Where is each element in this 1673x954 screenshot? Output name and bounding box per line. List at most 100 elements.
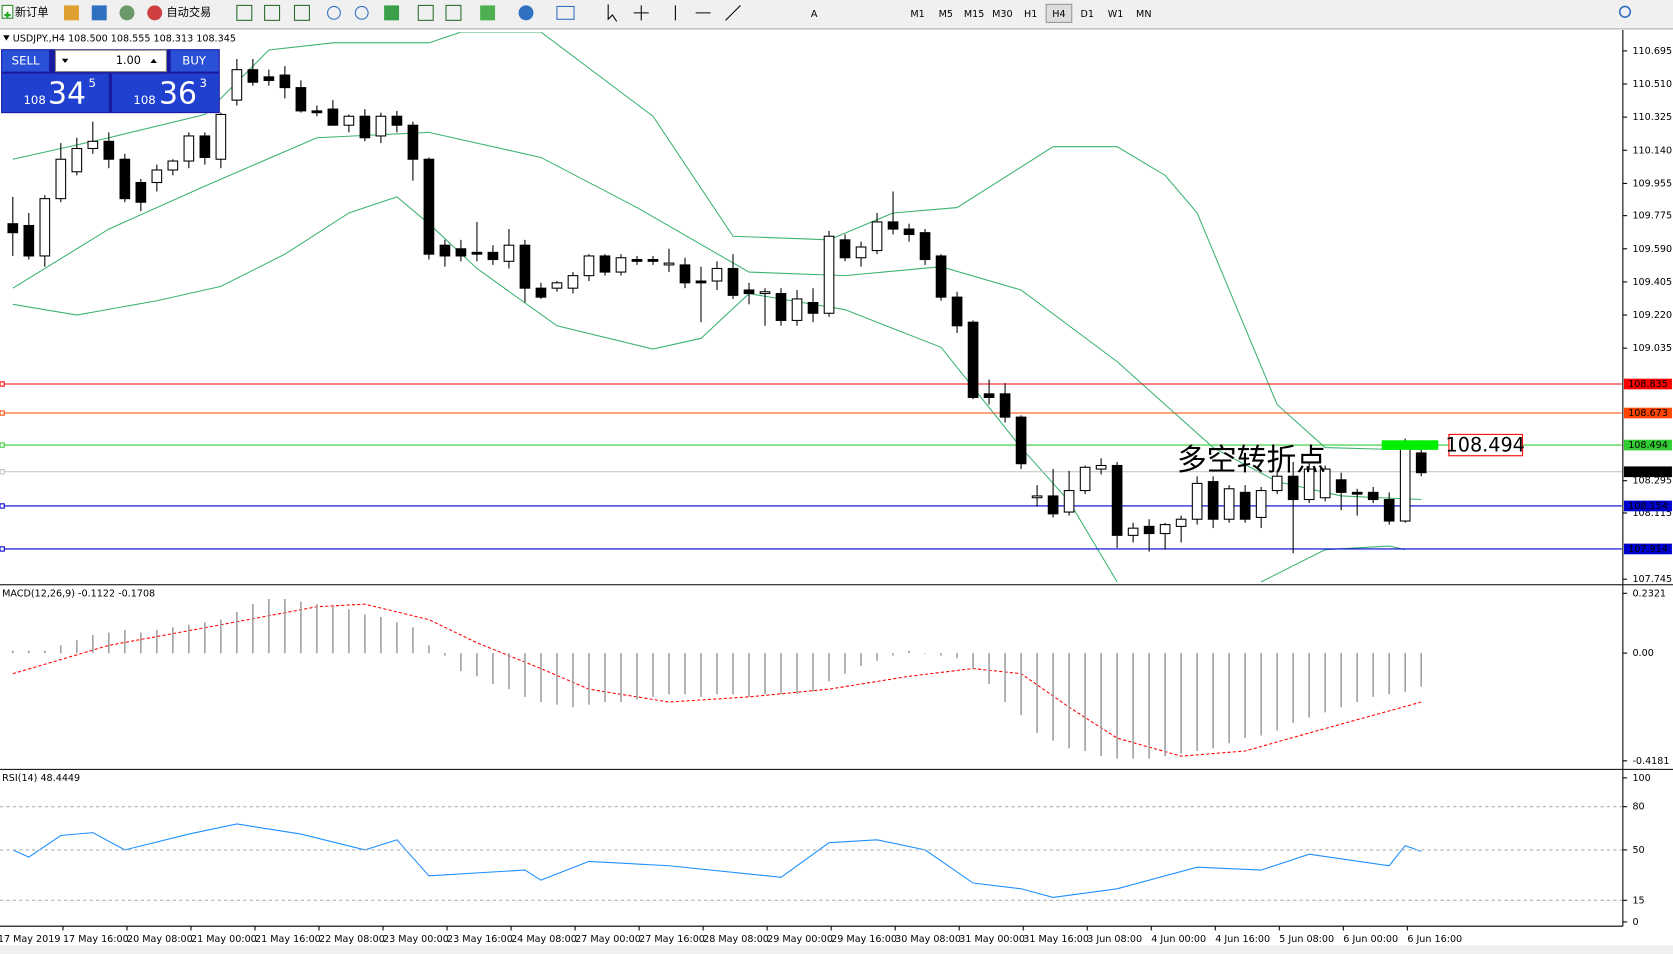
price-tick-label: 109.035: [1632, 343, 1672, 354]
icon[interactable]: [264, 4, 281, 21]
candle-body: [775, 293, 787, 321]
macd-bar: [1372, 653, 1374, 697]
timeframe-button[interactable]: H1: [1024, 9, 1037, 20]
macd-bar: [1276, 653, 1278, 731]
auto-trading-button[interactable]: 自动交易: [147, 5, 211, 21]
icon[interactable]: [327, 5, 341, 20]
macd-tick-label: -0.4181: [1632, 756, 1669, 767]
icon[interactable]: [384, 5, 400, 21]
candle-body: [1031, 495, 1043, 499]
price-line-label: 108.494: [1628, 440, 1668, 451]
price-line-handle: [0, 546, 5, 552]
time-label: 22 May 08:00: [319, 934, 385, 945]
macd-bar: [380, 617, 382, 654]
candle-body: [1287, 475, 1299, 501]
candle-body: [1399, 445, 1411, 522]
chart-title: USDJPY.,H4 108.500 108.555 108.313 108.3…: [13, 33, 236, 44]
timeframe-button[interactable]: D1: [1080, 9, 1094, 20]
candle-body: [391, 115, 403, 126]
icon[interactable]: [556, 5, 575, 20]
price-line-handle: [0, 381, 5, 387]
price-marker-label: 108.494: [1446, 434, 1525, 457]
candle-body: [199, 135, 211, 158]
icon[interactable]: [119, 5, 135, 21]
timeframe-button[interactable]: M15: [964, 9, 984, 20]
icon[interactable]: [91, 5, 107, 21]
timeframe-button[interactable]: W1: [1108, 9, 1124, 20]
macd-bar: [188, 624, 190, 654]
time-label: 23 May 00:00: [383, 934, 449, 945]
time-label: 5 Jun 08:00: [1279, 934, 1334, 945]
candle-body: [1063, 490, 1075, 513]
macd-bar: [140, 632, 142, 654]
macd-bar: [956, 653, 958, 659]
text-tool[interactable]: A: [811, 9, 818, 20]
macd-bar: [156, 629, 158, 654]
icon[interactable]: [64, 5, 79, 21]
macd-bar: [604, 653, 606, 703]
candle-body: [183, 135, 195, 162]
time-label: 6 Jun 16:00: [1407, 934, 1462, 945]
candle-body: [871, 221, 883, 252]
icon[interactable]: [417, 4, 434, 21]
macd-bar: [316, 604, 318, 654]
buy-price-box[interactable]: [112, 73, 219, 113]
macd-bar: [1068, 653, 1070, 749]
icon[interactable]: [518, 5, 534, 21]
time-label: 23 May 16:00: [447, 934, 513, 945]
rsi-tick-label: 15: [1632, 895, 1644, 906]
indicator-line: [12, 603, 1422, 757]
candle-body: [327, 108, 339, 126]
candle-body: [23, 224, 35, 257]
candle-body: [55, 158, 67, 200]
candle-body: [727, 267, 739, 296]
sell-price-box[interactable]: [2, 73, 109, 113]
cursor-icon[interactable]: [607, 4, 618, 22]
search-icon[interactable]: [1618, 5, 1632, 18]
indicator-line: [12, 131, 1422, 501]
macd-bar: [1164, 653, 1166, 757]
volume-input[interactable]: [54, 49, 167, 73]
new-order-button[interactable]: 新订单: [1, 4, 49, 19]
crosshair-icon[interactable]: [633, 5, 649, 21]
macd-bar: [284, 598, 286, 654]
timeframe-button[interactable]: H4: [1052, 9, 1065, 20]
candle-body: [599, 255, 611, 273]
price-tick-label: 110.695: [1632, 46, 1672, 57]
candle-body: [1111, 464, 1123, 536]
macd-bar: [1052, 653, 1054, 741]
icon[interactable]: [236, 4, 253, 21]
line-icons[interactable]: [674, 5, 741, 21]
candle-body: [951, 296, 963, 327]
icon[interactable]: [354, 5, 369, 20]
icon[interactable]: [480, 5, 496, 21]
icon[interactable]: [293, 4, 310, 21]
candle-body: [839, 239, 851, 259]
macd-bar: [748, 653, 750, 697]
candle-body: [807, 301, 819, 314]
macd-bar: [1228, 653, 1230, 744]
candle-body: [39, 198, 51, 257]
annotation: 多空转折点: [1177, 443, 1326, 478]
toolbar: [0, 0, 1673, 29]
macd-bar: [556, 653, 558, 705]
timeframe-button[interactable]: M30: [992, 9, 1013, 20]
timeframe-button[interactable]: M5: [939, 9, 953, 20]
macd-bar: [1100, 653, 1102, 757]
macd-bar: [108, 632, 110, 654]
candle-body: [1223, 488, 1235, 520]
price-line-label-bg: [1623, 543, 1672, 555]
candle-body: [503, 244, 515, 262]
timeframe-button[interactable]: M1: [910, 9, 924, 20]
icon[interactable]: [445, 4, 462, 21]
macd-bar: [508, 653, 510, 690]
macd-bar: [220, 619, 222, 654]
rsi-title: RSI(14) 48.4449: [2, 773, 80, 784]
price-tick-label: 109.405: [1632, 277, 1672, 288]
macd-bar: [844, 653, 846, 674]
sell-button[interactable]: [2, 50, 50, 72]
macd-bar: [892, 653, 894, 656]
timeframe-button[interactable]: MN: [1136, 9, 1151, 20]
macd-bar: [1420, 653, 1422, 687]
buy-button[interactable]: [170, 50, 219, 72]
